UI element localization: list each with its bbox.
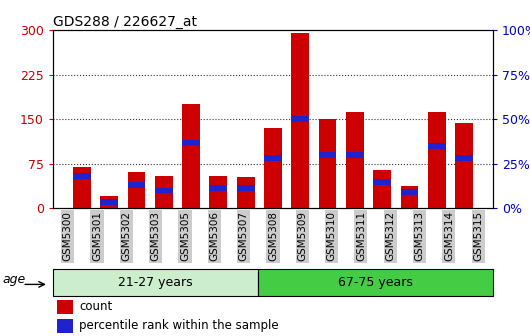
Text: GSM5313: GSM5313 <box>414 211 425 261</box>
Bar <box>373 170 391 208</box>
Bar <box>73 167 91 208</box>
Bar <box>428 143 446 149</box>
Bar <box>346 152 364 158</box>
Text: GSM5306: GSM5306 <box>209 211 219 261</box>
Bar <box>57 319 73 333</box>
Text: GDS288 / 226627_at: GDS288 / 226627_at <box>53 15 197 29</box>
Text: GSM5308: GSM5308 <box>268 211 278 261</box>
Text: GSM5311: GSM5311 <box>356 211 366 261</box>
Text: 21-27 years: 21-27 years <box>118 276 193 289</box>
Text: GSM5309: GSM5309 <box>297 211 307 261</box>
Bar <box>319 152 337 158</box>
Text: GSM5314: GSM5314 <box>444 211 454 261</box>
Text: percentile rank within the sample: percentile rank within the sample <box>80 320 279 332</box>
Bar <box>346 112 364 208</box>
Bar <box>128 171 145 208</box>
Bar <box>209 184 227 191</box>
Bar <box>455 123 473 208</box>
FancyBboxPatch shape <box>53 269 258 296</box>
Text: age: age <box>3 273 26 286</box>
Text: GSM5312: GSM5312 <box>385 211 395 261</box>
Bar <box>373 179 391 184</box>
Bar <box>264 155 282 161</box>
Bar <box>155 176 173 208</box>
Bar <box>209 176 227 208</box>
Text: GSM5305: GSM5305 <box>180 211 190 261</box>
Text: GSM5303: GSM5303 <box>151 211 161 261</box>
Bar <box>73 173 91 179</box>
Bar <box>100 197 118 208</box>
Text: GSM5302: GSM5302 <box>121 211 131 261</box>
Bar <box>319 119 337 208</box>
Text: 67-75 years: 67-75 years <box>338 276 413 289</box>
Bar <box>292 116 309 122</box>
Text: GSM5300: GSM5300 <box>63 211 73 261</box>
Bar <box>401 189 418 195</box>
Text: GSM5301: GSM5301 <box>92 211 102 261</box>
Text: GSM5315: GSM5315 <box>473 211 483 261</box>
Bar <box>100 200 118 205</box>
FancyBboxPatch shape <box>258 269 493 296</box>
Bar <box>264 128 282 208</box>
Bar <box>57 300 73 314</box>
Bar <box>237 177 254 208</box>
Text: GSM5307: GSM5307 <box>238 211 249 261</box>
Text: count: count <box>80 300 113 313</box>
Bar <box>428 112 446 208</box>
Bar <box>182 104 200 208</box>
Bar <box>182 140 200 146</box>
Bar <box>155 187 173 194</box>
Bar <box>401 186 418 208</box>
Bar <box>455 155 473 161</box>
Bar <box>128 181 145 187</box>
Bar <box>237 184 254 191</box>
Text: GSM5310: GSM5310 <box>326 211 337 261</box>
Bar <box>292 33 309 208</box>
